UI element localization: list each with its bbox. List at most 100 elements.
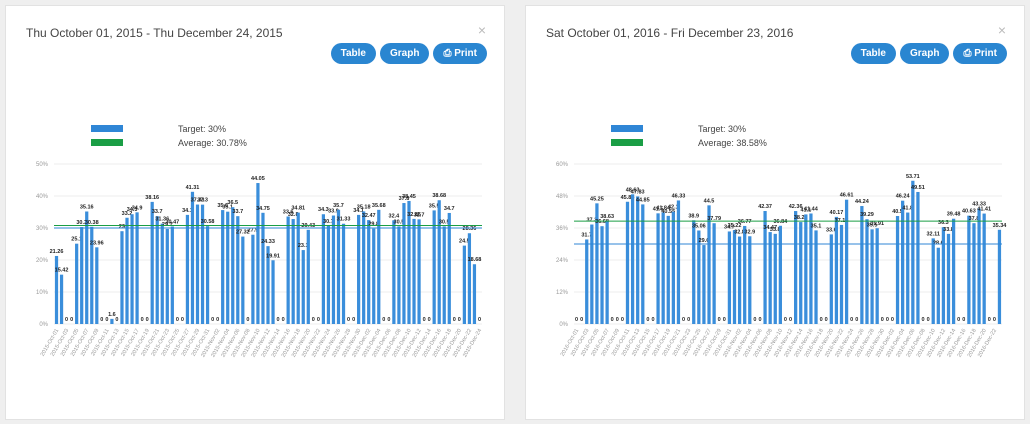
bar <box>286 216 290 324</box>
bar <box>326 225 331 324</box>
bar <box>437 200 441 324</box>
data-label: 41.8 <box>902 206 913 212</box>
graph-button[interactable]: Graph <box>899 43 950 64</box>
data-label: 29.8 <box>368 222 379 228</box>
bar <box>392 220 396 324</box>
bar <box>462 245 466 324</box>
bar <box>271 260 275 324</box>
data-label: 35.22 <box>728 223 742 229</box>
close-button[interactable]: × <box>997 22 1006 38</box>
data-label: 33.8 <box>943 227 954 233</box>
data-label: 40.55 <box>661 209 675 215</box>
bar <box>911 180 915 324</box>
data-label: 0 <box>891 317 894 323</box>
bar <box>467 233 472 324</box>
data-label: 41.41 <box>977 207 991 213</box>
data-label: 0 <box>784 317 787 323</box>
data-label: 35.68 <box>372 203 386 209</box>
bar <box>306 229 310 324</box>
data-label: 38.63 <box>600 214 614 220</box>
bar <box>692 220 696 324</box>
bar <box>661 212 665 324</box>
data-label: 33.6 <box>283 209 294 215</box>
bar <box>743 225 747 324</box>
data-label: 53.71 <box>906 174 920 180</box>
bar <box>773 233 777 324</box>
data-label: 0 <box>921 317 924 323</box>
data-label: 0 <box>718 317 721 323</box>
data-label: 0 <box>687 317 690 323</box>
bar <box>432 210 436 324</box>
data-label: 0 <box>758 317 761 323</box>
y-tick-label: 50% <box>36 162 49 168</box>
data-label: 34.1 <box>353 208 364 214</box>
data-label: 40.63 <box>962 209 976 215</box>
data-label: 32.9 <box>744 229 755 235</box>
data-label: 0 <box>70 317 73 323</box>
bar <box>590 224 594 324</box>
bar <box>946 233 951 324</box>
data-label: 30.5 <box>394 219 405 225</box>
data-label: 0 <box>115 317 118 323</box>
data-label: 34.3 <box>127 207 138 213</box>
bar <box>982 213 986 324</box>
data-label: 36.84 <box>773 219 788 225</box>
close-button[interactable]: × <box>477 22 486 38</box>
data-label: 0 <box>621 317 624 323</box>
data-label: 42.1 <box>668 205 679 211</box>
data-label: 35.6 <box>217 203 228 209</box>
data-label: 0 <box>789 317 792 323</box>
data-label: 0 <box>886 317 889 323</box>
table-button[interactable]: Table <box>330 43 376 64</box>
data-label: 29.6 <box>699 238 710 244</box>
bar <box>967 215 971 324</box>
data-label: 35.5 <box>867 222 878 228</box>
data-label: 37.33 <box>191 198 205 204</box>
data-label: 0 <box>100 317 103 323</box>
data-label: 34.47 <box>763 225 777 231</box>
legend-swatch <box>611 139 643 146</box>
data-label: 33.8 <box>770 227 781 233</box>
data-label: 21.26 <box>50 249 64 255</box>
print-button[interactable]: ⎙ Print <box>953 43 1007 64</box>
data-label: 37.3 <box>586 218 597 224</box>
bar <box>377 209 381 324</box>
bar <box>666 215 670 324</box>
print-label: Print <box>454 48 477 59</box>
data-label: 37.8 <box>969 216 980 222</box>
data-label: 47.83 <box>631 189 645 195</box>
data-label: 23.96 <box>90 240 104 246</box>
data-label: 41.84 <box>656 205 671 211</box>
bar <box>676 200 681 324</box>
bar <box>442 226 446 324</box>
legend-swatch <box>91 125 123 132</box>
data-label: 35.1 <box>222 205 233 211</box>
print-button[interactable]: ⎙ Print <box>433 43 487 64</box>
y-tick-label: 24% <box>556 258 569 264</box>
data-label: 23.1 <box>298 243 309 249</box>
bar <box>630 194 635 324</box>
bar <box>814 230 818 324</box>
data-label: 45.84 <box>621 195 636 201</box>
data-label: 0 <box>651 317 654 323</box>
bar <box>712 223 716 324</box>
table-button[interactable]: Table <box>850 43 896 64</box>
data-label: 32.85 <box>407 212 421 218</box>
bar <box>266 246 270 324</box>
bar <box>671 211 675 324</box>
bar <box>839 224 844 324</box>
bar <box>331 215 336 324</box>
data-label: 31.36 <box>155 217 169 223</box>
y-tick-label: 40% <box>36 194 49 200</box>
data-label: 35.7 <box>333 203 344 209</box>
data-label: 32.8 <box>734 230 745 236</box>
data-label: 0 <box>646 317 649 323</box>
graph-button[interactable]: Graph <box>379 43 430 64</box>
data-label: 0 <box>277 317 280 323</box>
bar <box>636 196 640 324</box>
data-label: 30.58 <box>201 219 215 225</box>
y-tick-label: 10% <box>36 290 49 296</box>
data-label: 41.31 <box>186 185 200 191</box>
bar <box>130 214 134 324</box>
